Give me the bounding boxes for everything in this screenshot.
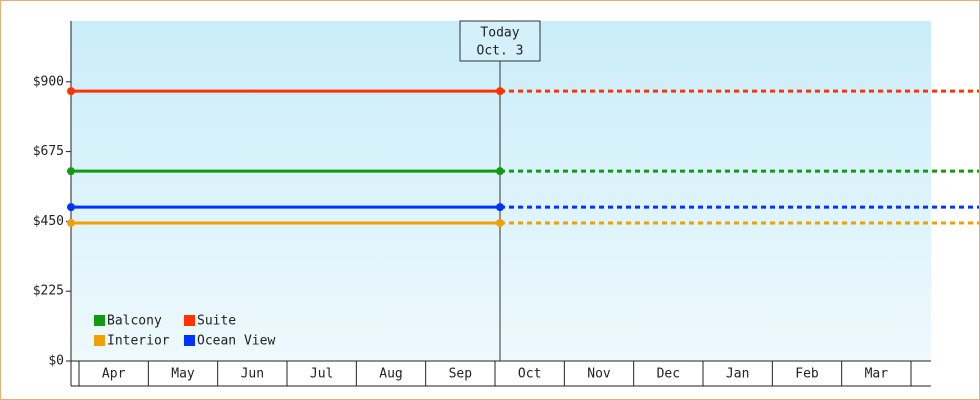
x-tick-label: Nov xyxy=(587,367,611,382)
y-tick-label: $450 xyxy=(33,214,64,229)
legend-swatch xyxy=(184,315,195,326)
series-point xyxy=(496,203,504,212)
x-tick-label: May xyxy=(171,367,195,382)
legend-swatch xyxy=(94,335,105,346)
x-tick-label: Jan xyxy=(726,367,749,382)
today-title: Today xyxy=(480,26,519,41)
today-box xyxy=(459,20,541,62)
y-tick-label: $675 xyxy=(33,144,64,159)
today-date: Oct. 3 xyxy=(477,44,524,59)
series-point xyxy=(67,203,75,212)
x-tick-label: Jul xyxy=(310,367,333,382)
x-tick-label: Apr xyxy=(102,367,126,382)
plot-area xyxy=(71,21,931,361)
x-tick-label: Aug xyxy=(379,367,402,382)
x-tick-label: Oct xyxy=(518,367,541,382)
series-point xyxy=(67,218,75,227)
x-tick-label: Sep xyxy=(449,367,473,382)
x-tick-label: Feb xyxy=(795,367,819,382)
legend-swatch xyxy=(94,315,105,326)
series-point xyxy=(67,87,75,96)
series-point xyxy=(496,87,504,96)
legend-label: Interior xyxy=(107,334,170,349)
legend-swatch xyxy=(184,335,195,346)
y-tick-label: $225 xyxy=(33,284,64,299)
x-tick-label: Jun xyxy=(241,367,264,382)
y-tick-label: $0 xyxy=(48,354,64,369)
legend-label: Suite xyxy=(197,314,236,329)
legend-label: Ocean View xyxy=(197,334,275,349)
series-point xyxy=(496,167,504,176)
series-point xyxy=(67,167,75,176)
series-point xyxy=(496,218,504,227)
x-tick-label: Dec xyxy=(657,367,680,382)
legend-label: Balcony xyxy=(107,314,162,329)
x-tick-label: Mar xyxy=(865,367,889,382)
y-tick-label: $900 xyxy=(33,74,64,89)
